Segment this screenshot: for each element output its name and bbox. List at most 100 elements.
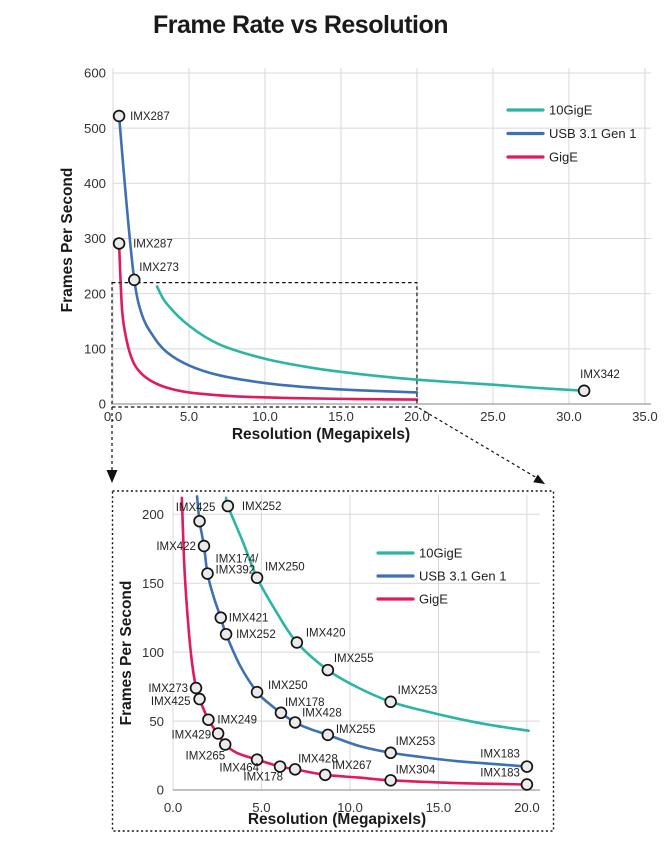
bottom-legend-label-usb-3-1-gen-1: USB 3.1 Gen 1 xyxy=(419,569,506,584)
top-x-tick-label: 25.0 xyxy=(480,409,506,424)
bottom-point-label-imx174-imx392: IMX174/IMX392 xyxy=(216,554,260,577)
bottom-point-label-imx267: IMX267 xyxy=(332,760,372,772)
top-point-label-imx342: IMX342 xyxy=(580,369,620,381)
bottom-point-label-imx428: IMX428 xyxy=(302,707,342,719)
bottom-y-axis-label: Frames Per Second xyxy=(118,581,135,726)
bottom-point-label-imx252: IMX252 xyxy=(236,629,276,641)
top-y-tick-label: 500 xyxy=(84,121,106,136)
zoom-region-outline xyxy=(111,282,418,408)
bottom-marker-imx428 xyxy=(288,763,302,776)
top-x-tick-label: 15.0 xyxy=(328,409,354,424)
top-marker-imx273 xyxy=(128,273,141,287)
bottom-curve-gige xyxy=(180,496,529,786)
bottom-marker-imx273 xyxy=(189,681,203,695)
bottom-marker-imx178 xyxy=(274,706,288,720)
top-legend-label-10gige: 10GigE xyxy=(549,103,593,118)
bottom-y-tick-label: 200 xyxy=(142,507,164,522)
bottom-point-label-imx304: IMX304 xyxy=(396,764,436,776)
bottom-y-tick-label: 100 xyxy=(142,645,164,660)
top-x-tick-label: 20.0 xyxy=(404,409,430,424)
bottom-marker-imx253 xyxy=(384,746,397,760)
bottom-x-tick-label: 10.0 xyxy=(337,800,363,815)
bottom-point-label-imx265: IMX265 xyxy=(186,751,226,763)
bottom-marker-imx250 xyxy=(250,685,264,699)
top-point-label-imx287: IMX287 xyxy=(130,111,170,123)
top-y-tick-label: 300 xyxy=(84,231,106,246)
bottom-point-label-imx255: IMX255 xyxy=(336,724,376,736)
top-y-tick-label: 600 xyxy=(84,66,106,81)
bottom-x-tick-label: 0.0 xyxy=(164,800,182,815)
bottom-x-tick-label: 5.0 xyxy=(252,800,270,815)
bottom-marker-imx425 xyxy=(193,514,206,528)
bottom-marker-imx253 xyxy=(384,695,397,709)
top-marker-imx342 xyxy=(577,384,591,398)
bottom-point-label-imx253: IMX253 xyxy=(396,736,436,748)
bottom-point-label-imx420: IMX420 xyxy=(306,628,346,640)
bottom-point-label-imx273: IMX273 xyxy=(148,683,188,695)
bottom-point-label-imx428: IMX428 xyxy=(298,753,338,765)
bottom-point-label-imx249: IMX249 xyxy=(217,715,257,727)
top-legend-label-usb-3-1-gen-1: USB 3.1 Gen 1 xyxy=(549,126,636,141)
arrow-head-down-icon xyxy=(106,470,118,483)
bottom-marker-imx174-imx392 xyxy=(201,567,214,580)
top-x-tick-label: 30.0 xyxy=(556,409,582,424)
bottom-curve-10gige xyxy=(224,496,530,733)
top-y-tick-label: 100 xyxy=(84,342,106,357)
top-curve-gige xyxy=(117,242,419,401)
bottom-y-tick-label: 150 xyxy=(142,576,164,591)
top-y-tick-label: 400 xyxy=(84,176,106,191)
bottom-point-label-imx183: IMX183 xyxy=(480,749,520,761)
bottom-y-tick-label: 50 xyxy=(149,714,164,729)
bottom-marker-imx429 xyxy=(211,727,225,740)
bottom-legend-label-gige: GigE xyxy=(419,592,448,607)
bottom-marker-imx252 xyxy=(221,499,235,513)
bottom-marker-imx420 xyxy=(290,636,304,649)
bottom-marker-imx267 xyxy=(318,768,332,782)
top-curve-10gige xyxy=(155,285,586,393)
bottom-point-label-imx178: IMX178 xyxy=(243,772,283,784)
bottom-point-label-imx250: IMX250 xyxy=(268,680,308,692)
top-y-tick-label: 200 xyxy=(84,286,106,301)
bottom-point-label-imx425: IMX425 xyxy=(151,696,191,708)
top-x-axis-label: Resolution (Megapixels) xyxy=(232,426,410,443)
top-x-tick-label: 35.0 xyxy=(632,409,658,424)
top-marker-imx287 xyxy=(112,237,126,250)
bottom-point-label-imx422: IMX422 xyxy=(156,541,196,553)
bottom-point-label-imx255: IMX255 xyxy=(334,653,374,665)
bottom-point-label-imx464: IMX464 xyxy=(219,763,259,775)
bottom-x-axis-label: Resolution (Megapixels) xyxy=(248,811,426,828)
bottom-marker-imx428 xyxy=(288,716,302,729)
top-marker-imx287 xyxy=(112,109,126,123)
bottom-point-label-imx429: IMX429 xyxy=(171,729,211,741)
bottom-x-tick-label: 20.0 xyxy=(514,800,540,815)
bottom-point-label-imx425: IMX425 xyxy=(176,502,216,514)
bottom-marker-imx250 xyxy=(250,571,264,584)
bottom-marker-imx464 xyxy=(250,753,264,766)
bottom-marker-imx304 xyxy=(384,774,397,787)
bottom-y-tick-label: 0 xyxy=(157,783,164,798)
top-y-tick-label: 0 xyxy=(99,397,106,412)
bottom-marker-imx421 xyxy=(214,611,228,624)
bottom-point-label-imx252: IMX252 xyxy=(242,501,282,513)
bottom-marker-imx422 xyxy=(197,539,211,553)
top-curve-usb-3-1-gen-1 xyxy=(117,114,419,394)
bottom-marker-imx255 xyxy=(321,663,335,677)
top-x-tick-label: 0.0 xyxy=(104,409,122,424)
bottom-point-label-imx178: IMX178 xyxy=(285,697,325,709)
chart-title: Frame Rate vs Resolution xyxy=(152,11,449,39)
bottom-point-label-imx421: IMX421 xyxy=(229,613,269,625)
arrow-head-diagonal-icon xyxy=(533,474,545,484)
top-y-axis-label: Frames Per Second xyxy=(59,168,76,313)
top-point-label-imx273: IMX273 xyxy=(139,262,179,274)
bottom-point-label-imx183: IMX183 xyxy=(480,767,520,779)
bottom-marker-imx183 xyxy=(520,760,534,773)
bottom-marker-imx178 xyxy=(273,760,287,773)
top-legend-label-gige: GigE xyxy=(549,150,578,165)
top-x-tick-label: 10.0 xyxy=(252,409,278,424)
bottom-point-label-imx253: IMX253 xyxy=(398,685,438,697)
top-x-tick-label: 5.0 xyxy=(180,409,198,424)
bottom-point-label-imx250: IMX250 xyxy=(265,562,305,574)
bottom-legend-label-10gige: 10GigE xyxy=(419,546,463,561)
